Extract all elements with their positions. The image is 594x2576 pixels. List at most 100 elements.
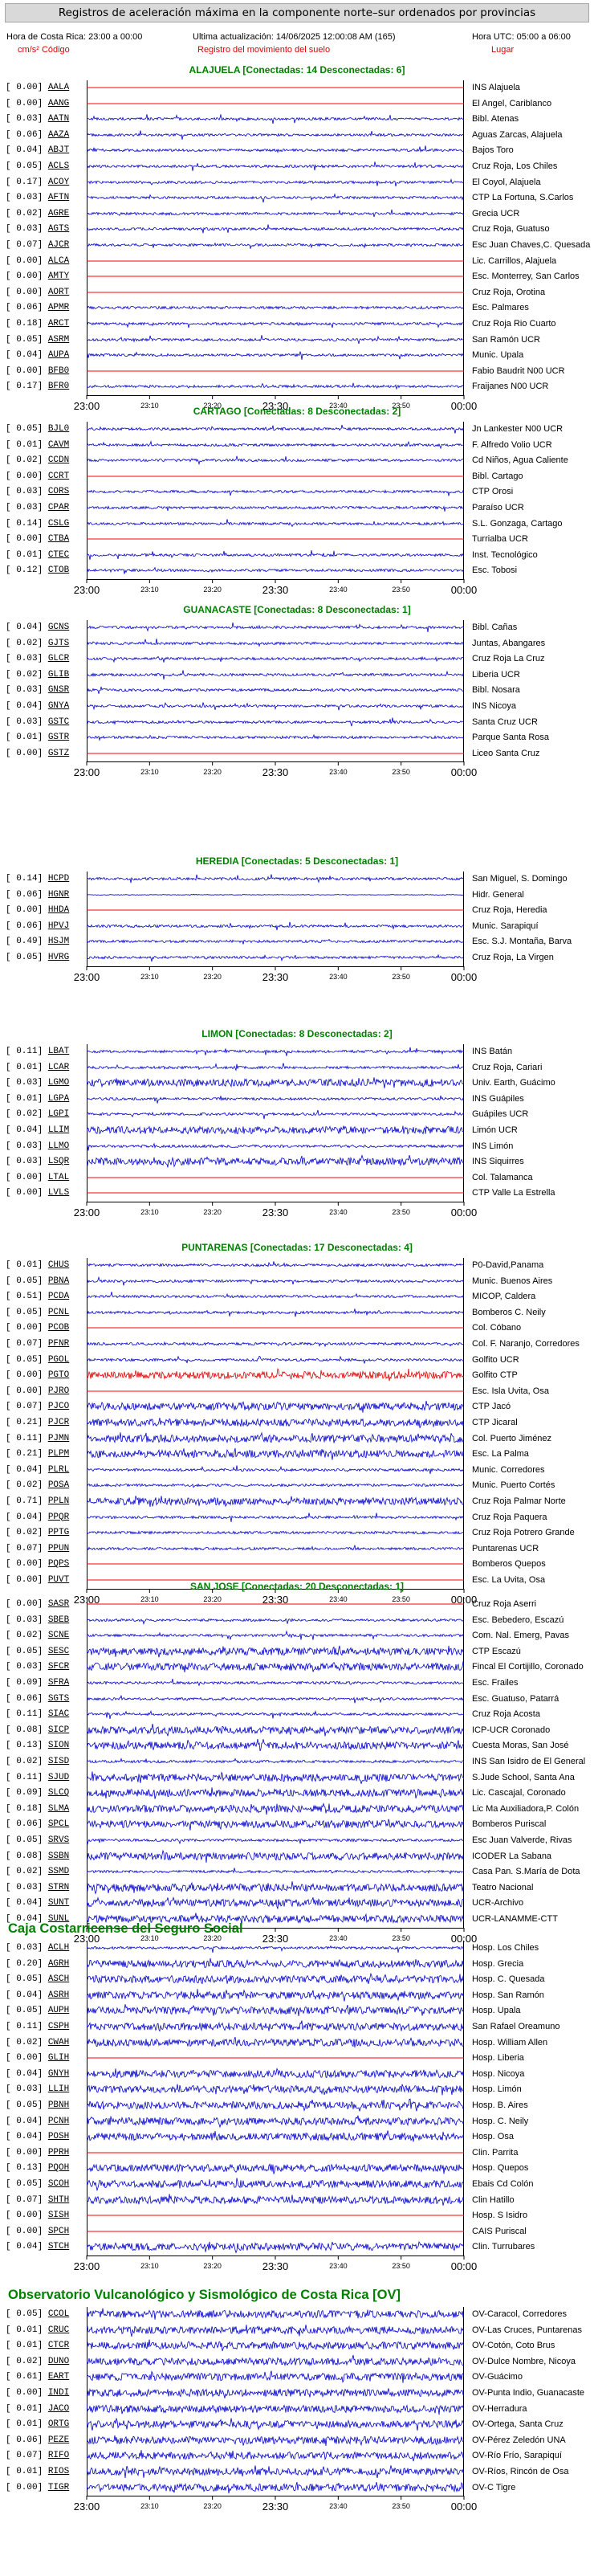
station-code-link[interactable]: RIOS bbox=[47, 2467, 70, 2476]
station-code-link[interactable]: PFNR bbox=[47, 1339, 70, 1349]
station-code-link[interactable]: HHDA bbox=[47, 905, 70, 916]
station-code-link[interactable]: AORT bbox=[47, 287, 70, 297]
station-code-link[interactable]: HVRG bbox=[47, 953, 70, 962]
station-code-link[interactable]: SRVS bbox=[47, 1835, 70, 1845]
station-code-link[interactable]: DUNO bbox=[47, 2356, 70, 2366]
station-code-link[interactable]: ACLH bbox=[47, 1943, 70, 1953]
station-code-link[interactable]: AGRE bbox=[47, 208, 70, 218]
station-code-link[interactable]: SISH bbox=[47, 2211, 70, 2221]
station-code-link[interactable]: SSMD bbox=[47, 1867, 70, 1877]
station-code-link[interactable]: POSA bbox=[47, 1480, 70, 1491]
station-code-link[interactable]: PCOB bbox=[47, 1323, 70, 1333]
station-code-link[interactable]: GLIB bbox=[47, 669, 70, 680]
station-code-link[interactable]: CCOL bbox=[47, 2309, 70, 2319]
station-code-link[interactable]: GNYH bbox=[47, 2068, 70, 2079]
station-code-link[interactable]: CTOB bbox=[47, 565, 70, 576]
station-code-link[interactable]: SPCL bbox=[47, 1819, 70, 1830]
station-code-link[interactable]: LBAT bbox=[47, 1047, 70, 1056]
station-code-link[interactable]: PBNA bbox=[47, 1276, 70, 1286]
station-code-link[interactable]: APMR bbox=[47, 303, 70, 313]
station-code-link[interactable]: AUPH bbox=[47, 2006, 70, 2016]
station-code-link[interactable]: PPTG bbox=[47, 1528, 70, 1538]
station-code-link[interactable]: SCOH bbox=[47, 2179, 70, 2189]
station-code-link[interactable]: ACLS bbox=[47, 161, 70, 171]
station-code-link[interactable]: HSJM bbox=[47, 937, 70, 947]
station-code-link[interactable]: LLIH bbox=[47, 2084, 70, 2095]
station-code-link[interactable]: INDI bbox=[47, 2388, 70, 2398]
station-code-link[interactable]: AMTY bbox=[47, 271, 70, 282]
station-code-link[interactable]: PCDA bbox=[47, 1292, 70, 1302]
station-code-link[interactable]: ASCH bbox=[47, 1974, 70, 1985]
station-code-link[interactable]: SION bbox=[47, 1741, 70, 1751]
station-code-link[interactable]: GCNS bbox=[47, 623, 70, 632]
station-code-link[interactable]: PCNH bbox=[47, 2116, 70, 2126]
station-code-link[interactable]: SBEB bbox=[47, 1615, 70, 1625]
station-code-link[interactable]: STCH bbox=[47, 2242, 70, 2252]
station-code-link[interactable]: SUNT bbox=[47, 1898, 70, 1909]
station-code-link[interactable]: CRUC bbox=[47, 2325, 70, 2335]
station-code-link[interactable]: PLRL bbox=[47, 1464, 70, 1475]
station-code-link[interactable]: JACO bbox=[47, 2403, 70, 2414]
station-code-link[interactable]: EART bbox=[47, 2372, 70, 2382]
station-code-link[interactable]: ASRH bbox=[47, 1990, 70, 2000]
station-code-link[interactable]: SPCH bbox=[47, 2226, 70, 2236]
station-code-link[interactable]: SJUD bbox=[47, 1772, 70, 1782]
station-code-link[interactable]: AFTN bbox=[47, 193, 70, 203]
station-code-link[interactable]: SGTS bbox=[47, 1693, 70, 1704]
station-code-link[interactable]: LLMO bbox=[47, 1141, 70, 1151]
station-code-link[interactable]: SLMA bbox=[47, 1803, 70, 1814]
station-code-link[interactable]: PPRH bbox=[47, 2147, 70, 2158]
station-code-link[interactable]: PEZE bbox=[47, 2435, 70, 2445]
station-code-link[interactable]: CTBA bbox=[47, 534, 70, 545]
station-code-link[interactable]: PJCO bbox=[47, 1402, 70, 1412]
station-code-link[interactable]: GJTS bbox=[47, 638, 70, 648]
station-code-link[interactable]: PJMN bbox=[47, 1433, 70, 1443]
station-code-link[interactable]: AGRH bbox=[47, 1958, 70, 1969]
station-code-link[interactable]: ARCT bbox=[47, 319, 70, 329]
station-code-link[interactable]: AATN bbox=[47, 114, 70, 125]
station-code-link[interactable]: SHTH bbox=[47, 2194, 70, 2205]
station-code-link[interactable]: GSTR bbox=[47, 733, 70, 743]
station-code-link[interactable]: GSTC bbox=[47, 716, 70, 727]
station-code-link[interactable]: AGTS bbox=[47, 224, 70, 235]
station-code-link[interactable]: PCNL bbox=[47, 1307, 70, 1317]
station-code-link[interactable]: STRN bbox=[47, 1882, 70, 1892]
station-code-link[interactable]: PPQR bbox=[47, 1512, 70, 1522]
station-code-link[interactable]: GLCR bbox=[47, 654, 70, 664]
station-code-link[interactable]: LSQR bbox=[47, 1157, 70, 1167]
station-code-link[interactable]: GNYA bbox=[47, 701, 70, 711]
station-code-link[interactable]: PQOH bbox=[47, 2163, 70, 2174]
station-code-link[interactable]: CORS bbox=[47, 487, 70, 497]
station-code-link[interactable]: GNSR bbox=[47, 685, 70, 696]
station-code-link[interactable]: GLIH bbox=[47, 2053, 70, 2064]
station-code-link[interactable]: HPVJ bbox=[47, 921, 70, 931]
station-code-link[interactable]: RIFO bbox=[47, 2451, 70, 2461]
station-code-link[interactable]: CAVM bbox=[47, 439, 70, 450]
station-code-link[interactable]: CTEC bbox=[47, 549, 70, 560]
station-code-link[interactable]: AANG bbox=[47, 98, 70, 108]
station-code-link[interactable]: CTCR bbox=[47, 2341, 70, 2351]
station-code-link[interactable]: SICP bbox=[47, 1725, 70, 1735]
station-code-link[interactable]: SFCR bbox=[47, 1662, 70, 1672]
station-code-link[interactable]: CSLG bbox=[47, 518, 70, 529]
station-code-link[interactable]: PJRO bbox=[47, 1386, 70, 1396]
station-code-link[interactable]: SUNL bbox=[47, 1914, 70, 1924]
station-code-link[interactable]: BJL0 bbox=[47, 424, 70, 434]
station-code-link[interactable]: PQPS bbox=[47, 1559, 70, 1570]
station-code-link[interactable]: LGMO bbox=[47, 1078, 70, 1088]
station-code-link[interactable]: LCAR bbox=[47, 1062, 70, 1072]
station-code-link[interactable]: AJCR bbox=[47, 240, 70, 250]
station-code-link[interactable]: CCRT bbox=[47, 471, 70, 481]
station-code-link[interactable]: SLCQ bbox=[47, 1788, 70, 1798]
station-code-link[interactable]: SFRA bbox=[47, 1678, 70, 1688]
station-code-link[interactable]: LVLS bbox=[47, 1188, 70, 1198]
station-code-link[interactable]: HCPD bbox=[47, 874, 70, 884]
station-code-link[interactable]: AUPA bbox=[47, 350, 70, 361]
station-code-link[interactable]: HGNR bbox=[47, 889, 70, 900]
station-code-link[interactable]: SCNE bbox=[47, 1631, 70, 1641]
station-code-link[interactable]: LGPI bbox=[47, 1109, 70, 1120]
station-code-link[interactable]: PPUN bbox=[47, 1543, 70, 1553]
station-code-link[interactable]: CWAH bbox=[47, 2037, 70, 2047]
station-code-link[interactable]: PUVT bbox=[47, 1575, 70, 1585]
station-code-link[interactable]: CCDN bbox=[47, 455, 70, 466]
